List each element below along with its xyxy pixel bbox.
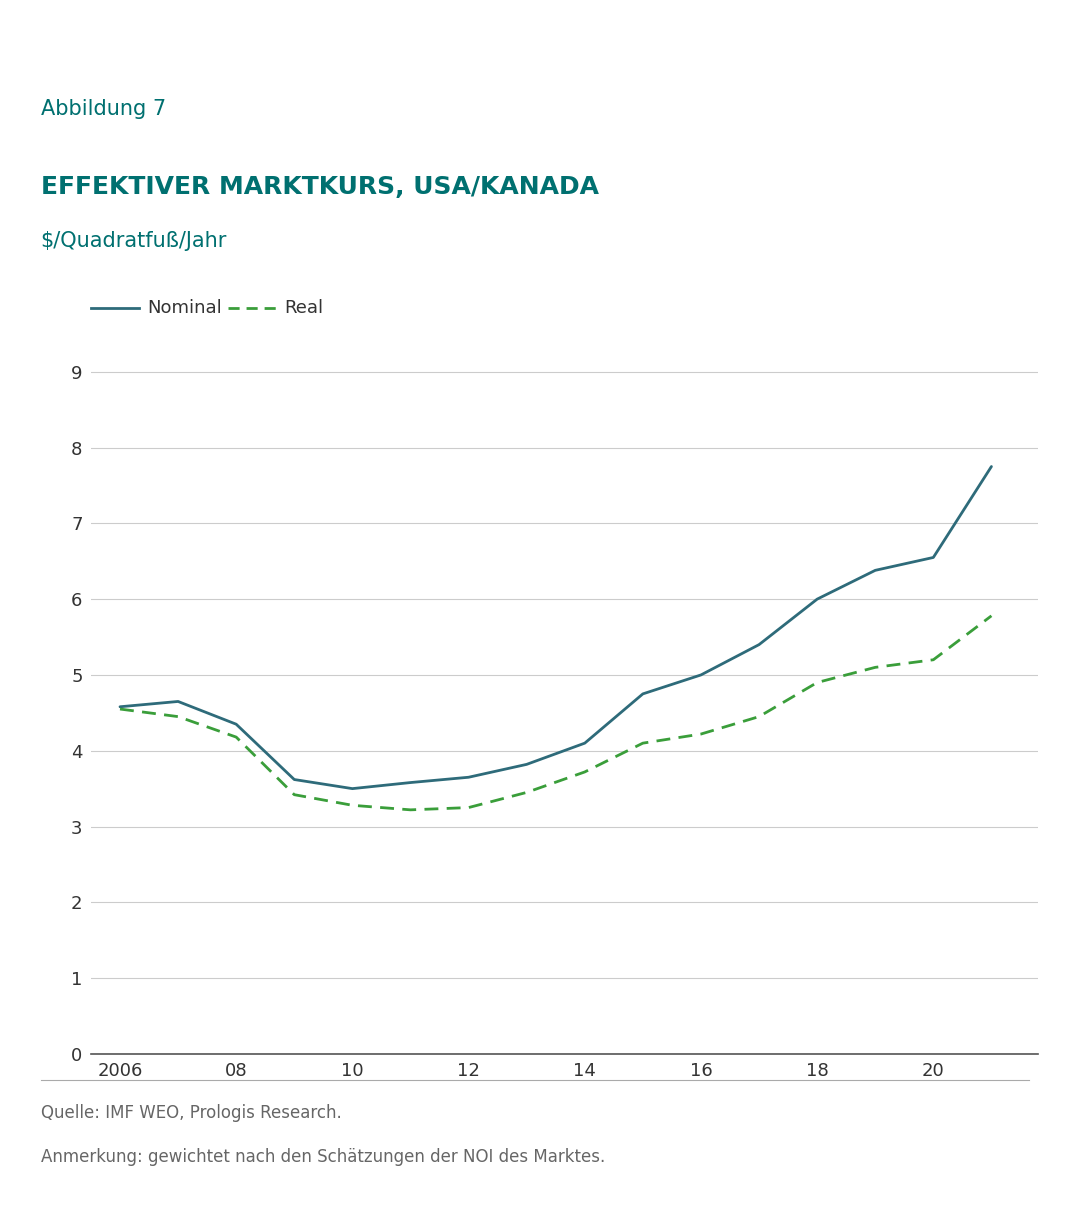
Text: $/Quadratfuß/Jahr: $/Quadratfuß/Jahr [41, 231, 227, 251]
Text: Nominal: Nominal [148, 298, 223, 317]
Text: EFFEKTIVER MARKTKURS, USA/KANADA: EFFEKTIVER MARKTKURS, USA/KANADA [41, 175, 598, 198]
Text: Quelle: IMF WEO, Prologis Research.: Quelle: IMF WEO, Prologis Research. [41, 1104, 341, 1121]
Text: Real: Real [285, 298, 324, 317]
Text: Abbildung 7: Abbildung 7 [41, 99, 166, 119]
Text: Anmerkung: gewichtet nach den Schätzungen der NOI des Marktes.: Anmerkung: gewichtet nach den Schätzunge… [41, 1148, 605, 1166]
